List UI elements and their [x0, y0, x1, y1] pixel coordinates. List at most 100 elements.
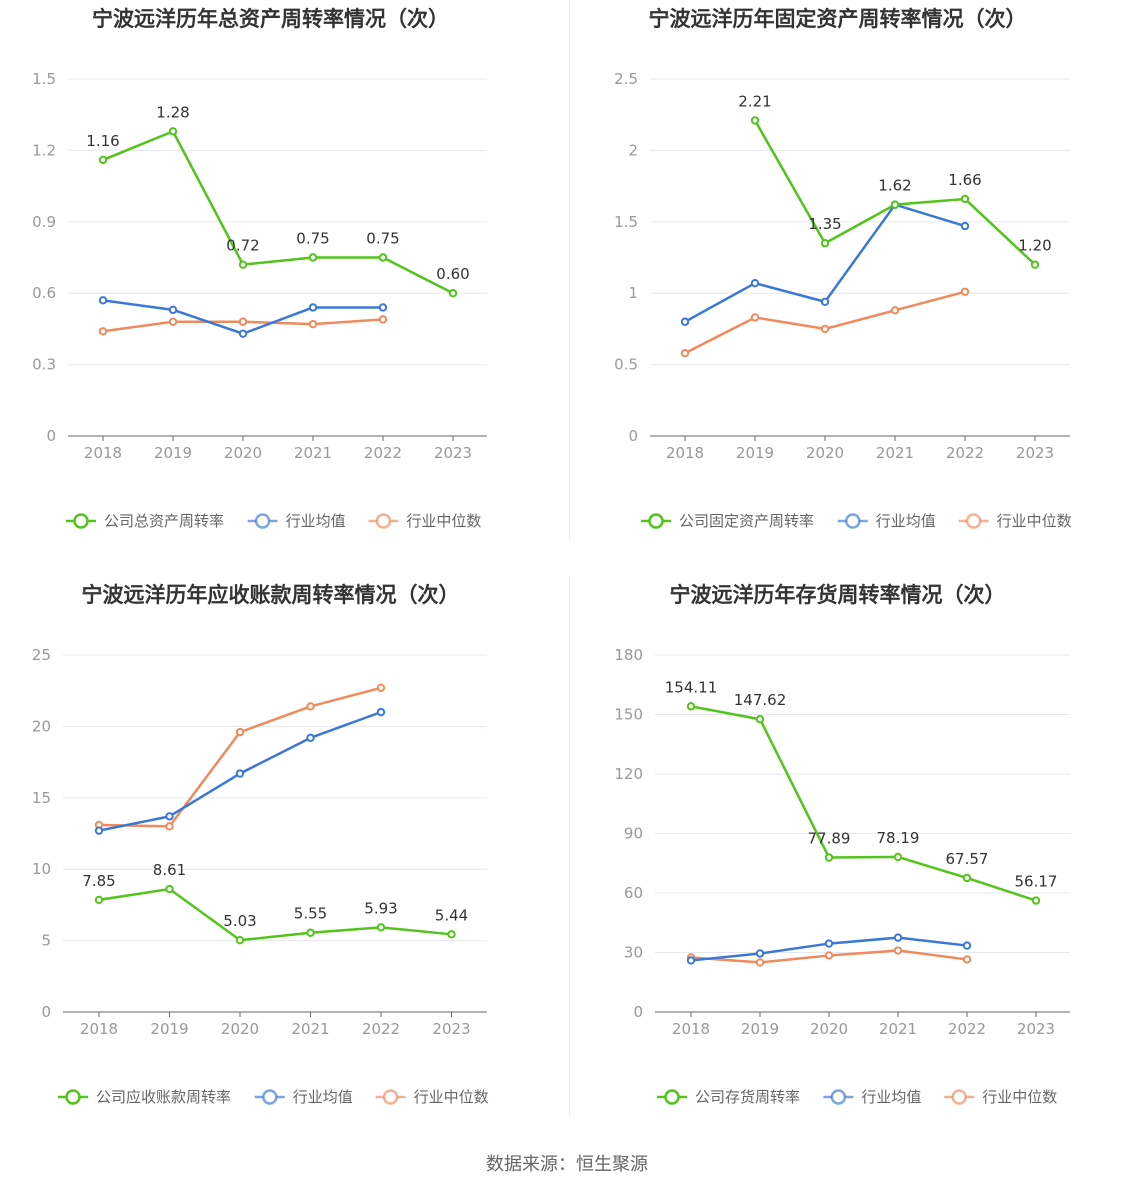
legend-label: 行业均值	[876, 512, 936, 530]
data-point[interactable]	[755, 949, 765, 958]
data-point[interactable]	[165, 884, 174, 894]
data-point[interactable]	[98, 296, 108, 305]
data-point[interactable]	[98, 155, 108, 165]
data-point[interactable]	[960, 194, 970, 204]
data-point[interactable]	[376, 683, 386, 693]
divider-top	[569, 0, 570, 540]
data-point[interactable]	[308, 253, 318, 262]
data-point[interactable]	[238, 317, 248, 326]
data-point[interactable]	[962, 873, 972, 883]
data-point[interactable]	[893, 946, 903, 955]
data-point[interactable]	[960, 221, 970, 231]
data-point[interactable]	[750, 116, 760, 125]
data-point[interactable]	[378, 253, 388, 262]
x-tick-label: 2018	[80, 1020, 118, 1038]
x-tick-label: 2023	[1017, 1020, 1055, 1038]
data-point[interactable]	[168, 127, 178, 136]
x-tick-label: 2022	[362, 1020, 400, 1038]
data-point[interactable]	[165, 822, 174, 831]
legend-item[interactable]: 行业均值	[837, 512, 936, 530]
legend-label: 行业中位数	[414, 1088, 489, 1106]
x-tick-label: 2022	[364, 444, 402, 462]
data-point[interactable]	[376, 707, 386, 717]
data-point[interactable]	[448, 289, 458, 298]
data-point[interactable]	[750, 279, 760, 288]
data-point[interactable]	[1030, 260, 1040, 269]
x-tick-label: 2021	[876, 444, 914, 462]
legend-marker-icon	[951, 1089, 967, 1105]
legend-item[interactable]: 公司应收账款周转率	[58, 1088, 231, 1106]
data-label: 56.17	[1015, 873, 1058, 891]
y-tick-label: 0.6	[32, 284, 56, 302]
data-point[interactable]	[308, 303, 318, 312]
data-point[interactable]	[755, 715, 765, 724]
x-tick-label: 2018	[666, 444, 704, 462]
data-point[interactable]	[890, 306, 900, 315]
y-tick-label: 0	[46, 427, 56, 445]
series-line	[98, 686, 382, 828]
data-point[interactable]	[308, 319, 318, 329]
y-tick-label: 0.5	[614, 356, 638, 374]
data-point[interactable]	[378, 303, 388, 312]
data-point[interactable]	[824, 939, 834, 948]
x-tick-label: 2021	[294, 444, 332, 462]
divider-bottom	[569, 576, 570, 1116]
data-label: 1.28	[156, 103, 189, 121]
data-point[interactable]	[235, 769, 245, 778]
data-point[interactable]	[962, 941, 972, 950]
y-tick-label: 180	[614, 646, 643, 664]
legend-item[interactable]: 行业中位数	[375, 1088, 489, 1106]
chart-title: 宁波远洋历年应收账款周转率情况（次）	[82, 583, 460, 607]
data-point[interactable]	[378, 315, 388, 324]
data-point[interactable]	[820, 239, 830, 248]
data-point[interactable]	[306, 733, 315, 743]
data-point[interactable]	[686, 702, 696, 711]
data-point[interactable]	[1031, 896, 1041, 905]
data-point[interactable]	[376, 923, 386, 932]
data-point[interactable]	[447, 930, 456, 939]
legend-item[interactable]: 行业中位数	[944, 1088, 1057, 1106]
data-point[interactable]	[820, 297, 830, 306]
data-point[interactable]	[165, 812, 174, 821]
legend-item[interactable]: 行业均值	[254, 1088, 353, 1106]
data-point[interactable]	[893, 933, 903, 942]
data-point[interactable]	[306, 702, 315, 711]
data-point[interactable]	[750, 313, 760, 322]
legend-item[interactable]: 行业中位数	[368, 512, 481, 530]
x-tick-label: 2020	[221, 1020, 259, 1038]
data-point[interactable]	[168, 305, 178, 315]
data-point[interactable]	[962, 955, 972, 964]
data-point[interactable]	[306, 928, 315, 937]
x-tick-label: 2019	[150, 1020, 188, 1038]
data-label: 77.89	[808, 830, 851, 848]
legend-item[interactable]: 行业均值	[823, 1088, 921, 1106]
data-point[interactable]	[824, 951, 834, 960]
data-point[interactable]	[680, 348, 690, 358]
legend-marker-icon	[382, 1089, 399, 1105]
data-point[interactable]	[824, 853, 834, 862]
data-point[interactable]	[686, 956, 696, 965]
data-point[interactable]	[168, 317, 178, 326]
data-point[interactable]	[893, 852, 903, 862]
data-point[interactable]	[238, 329, 248, 338]
y-tick-label: 120	[614, 765, 643, 783]
data-point[interactable]	[235, 935, 245, 945]
source-note: 数据来源：恒生聚源	[486, 1154, 648, 1175]
data-point[interactable]	[238, 260, 248, 269]
chart-title: 宁波远洋历年存货周转率情况（次）	[670, 583, 1006, 607]
legend-item[interactable]: 行业中位数	[958, 512, 1072, 530]
legend-item[interactable]: 行业均值	[247, 512, 346, 530]
legend-item[interactable]: 公司固定资产周转率	[641, 512, 814, 530]
data-point[interactable]	[960, 287, 970, 296]
legend-item[interactable]: 公司存货周转率	[657, 1088, 800, 1106]
data-point[interactable]	[820, 324, 830, 334]
legend-item[interactable]: 公司总资产周转率	[66, 512, 224, 530]
data-point[interactable]	[755, 958, 765, 967]
data-point[interactable]	[94, 826, 104, 835]
legend-marker-icon	[375, 513, 392, 529]
data-point[interactable]	[680, 317, 690, 326]
data-point[interactable]	[94, 895, 104, 905]
data-point[interactable]	[98, 327, 108, 336]
data-point[interactable]	[890, 200, 900, 209]
data-point[interactable]	[235, 727, 245, 737]
